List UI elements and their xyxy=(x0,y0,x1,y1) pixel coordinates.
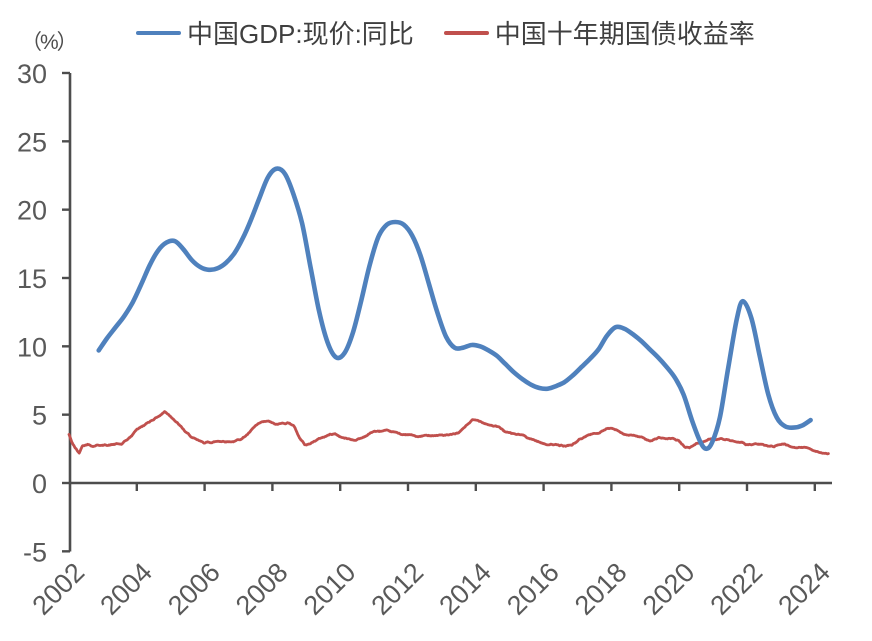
legend-item-bond-yield: 中国十年期国债收益率 xyxy=(443,14,755,51)
x-tick-label: 2006 xyxy=(162,557,226,621)
x-tick-label: 2024 xyxy=(772,557,836,621)
y-axis-unit-label: （%） xyxy=(21,31,78,54)
x-tick-label: 2014 xyxy=(433,557,497,621)
y-tick-label: 0 xyxy=(32,469,47,499)
x-tick-label: 2012 xyxy=(366,557,430,621)
y-tick-label: 20 xyxy=(17,196,47,226)
x-tick-label: 2010 xyxy=(298,557,362,621)
y-tick-label: 15 xyxy=(17,264,47,294)
legend: 中国GDP:现价:同比 中国十年期国债收益率 xyxy=(136,14,755,51)
y-tick-label: 10 xyxy=(17,332,47,362)
bond-yield-line-swatch-icon xyxy=(443,30,489,35)
legend-item-gdp: 中国GDP:现价:同比 xyxy=(136,14,414,51)
x-tick-label: 2020 xyxy=(637,557,701,621)
x-tick-label: 2008 xyxy=(230,557,294,621)
legend-label-bond-yield: 中国十年期国债收益率 xyxy=(494,19,755,49)
x-tick-label: 2018 xyxy=(569,557,633,621)
x-tick-label: 2004 xyxy=(94,557,158,621)
gdp-line xyxy=(96,166,813,452)
x-tick-label: 2016 xyxy=(501,557,565,621)
gdp-line-swatch-icon xyxy=(136,30,181,35)
y-tick-label: 5 xyxy=(32,401,47,431)
y-tick-label: 30 xyxy=(17,59,47,89)
y-tick-label: -5 xyxy=(23,537,47,567)
legend-label-gdp: 中国GDP:现价:同比 xyxy=(187,19,414,49)
x-tick-label: 2022 xyxy=(705,557,769,621)
y-tick-label: 25 xyxy=(17,127,47,157)
